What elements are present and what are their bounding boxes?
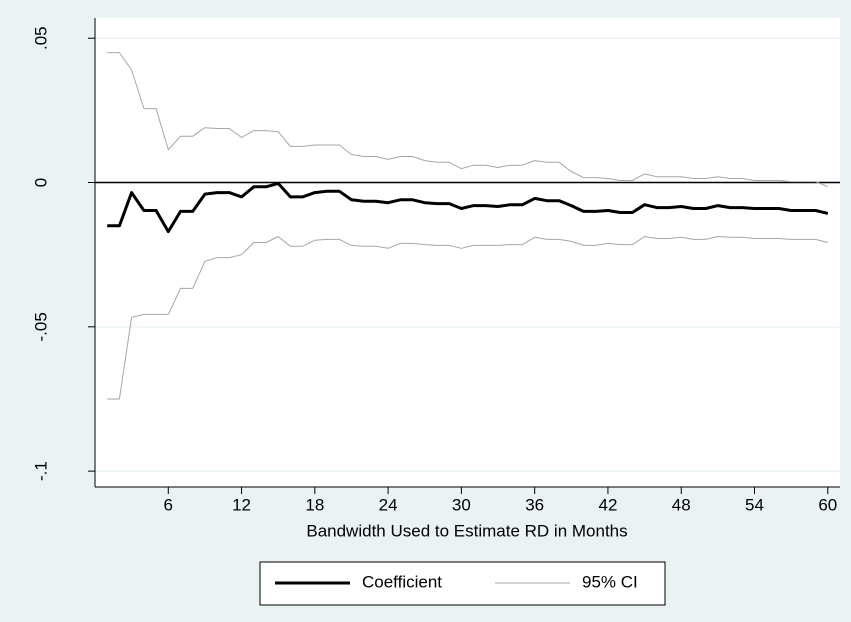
- x-tick-label: 12: [232, 495, 251, 514]
- x-tick-label: 6: [164, 495, 173, 514]
- y-tick-label: 0: [31, 178, 50, 187]
- coefficient-line: [107, 181, 829, 234]
- y-tick-label: -.1: [31, 461, 50, 481]
- x-tick-label: 18: [305, 495, 324, 514]
- x-tick-label: 54: [745, 495, 764, 514]
- plot-area: [95, 18, 840, 487]
- legend-label: 95% CI: [582, 572, 638, 591]
- x-tick-label: 30: [452, 495, 471, 514]
- x-tick-label: 24: [379, 495, 398, 514]
- y-tick-label: .05: [31, 26, 50, 50]
- x-axis-label: Bandwidth Used to Estimate RD in Months: [306, 521, 627, 540]
- y-tick-label: -.05: [31, 312, 50, 341]
- legend-label: Coefficient: [362, 572, 442, 591]
- x-tick-label: 48: [672, 495, 691, 514]
- x-tick-label: 36: [525, 495, 544, 514]
- ci-upper-line: [107, 52, 828, 188]
- x-tick-label: 60: [818, 495, 837, 514]
- x-tick-label: 42: [598, 495, 617, 514]
- ci-lower-line: [107, 236, 828, 400]
